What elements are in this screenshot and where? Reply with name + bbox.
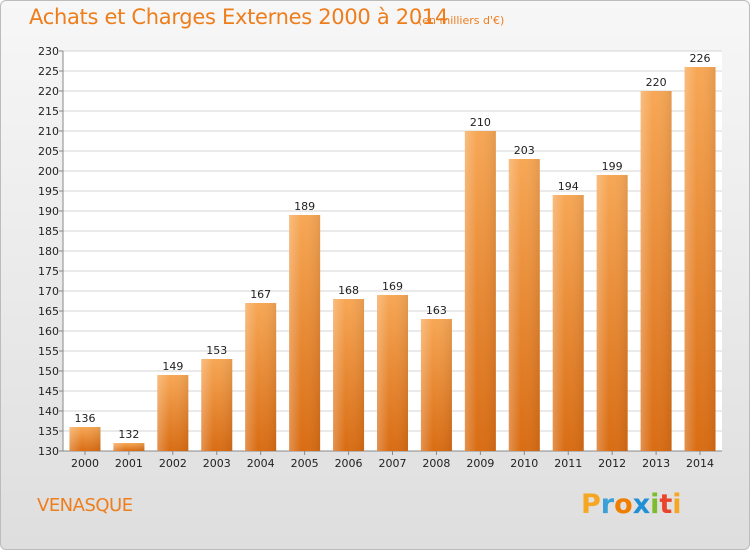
x-tick-label: 2002 xyxy=(159,457,187,470)
y-tick-label: 170 xyxy=(38,285,59,298)
chart-title: Achats et Charges Externes 2000 à 2014 xyxy=(29,5,449,29)
x-axis: 2000 2001 2002 2003 2004 2005 2006 2007 2008 2009… xyxy=(71,451,714,470)
bar-shade xyxy=(333,299,365,451)
proxiti-logo: Proxiti xyxy=(581,489,682,520)
bar-shade xyxy=(377,295,408,451)
x-tick-label: 2001 xyxy=(115,457,143,470)
y-tick-label: 160 xyxy=(38,325,59,338)
city-label: VENASQUE xyxy=(37,495,133,516)
y-tick-label: 155 xyxy=(38,345,59,358)
x-tick-label: 2014 xyxy=(686,457,714,470)
x-tick-label: 2000 xyxy=(71,457,99,470)
bar-shade xyxy=(508,159,540,451)
y-tick-label: 230 xyxy=(38,45,59,58)
x-tick-label: 2009 xyxy=(466,457,494,470)
y-tick-label: 175 xyxy=(38,265,59,278)
value-label: 132 xyxy=(118,428,139,441)
value-label: 169 xyxy=(382,280,403,293)
bar-shade xyxy=(596,175,628,451)
value-label: 203 xyxy=(514,144,535,157)
y-tick-label: 150 xyxy=(38,365,59,378)
x-tick-label: 2004 xyxy=(247,457,275,470)
y-tick-label: 205 xyxy=(38,145,59,158)
y-axis: 130 135 140 145 150 155 160 165 170 175 180 185 190 1… xyxy=(38,45,722,458)
bar-shade xyxy=(552,195,584,451)
x-tick-label: 2003 xyxy=(203,457,231,470)
x-tick-label: 2013 xyxy=(642,457,670,470)
y-tick-label: 135 xyxy=(38,425,59,438)
y-tick-label: 220 xyxy=(38,85,59,98)
value-label: 189 xyxy=(294,200,315,213)
value-label: 153 xyxy=(206,344,227,357)
bar-shade xyxy=(684,67,716,451)
y-tick-label: 165 xyxy=(38,305,59,318)
y-tick-label: 145 xyxy=(38,385,59,398)
bar-shade xyxy=(157,375,189,451)
x-tick-label: 2007 xyxy=(379,457,407,470)
x-tick-label: 2005 xyxy=(291,457,319,470)
y-tick-label: 215 xyxy=(38,105,59,118)
value-label: 136 xyxy=(74,412,95,425)
x-tick-label: 2010 xyxy=(510,457,538,470)
bar-shade xyxy=(640,91,672,451)
y-tick-label: 210 xyxy=(38,125,59,138)
logo-letter: o xyxy=(614,489,633,520)
bar-shade xyxy=(113,443,145,451)
bar-shade xyxy=(420,319,452,451)
x-tick-label: 2011 xyxy=(554,457,582,470)
value-label: 210 xyxy=(470,116,491,129)
y-tick-label: 225 xyxy=(38,65,59,78)
x-tick-label: 2008 xyxy=(422,457,450,470)
x-tick-label: 2006 xyxy=(335,457,363,470)
bar-shade xyxy=(69,427,101,451)
value-label: 149 xyxy=(162,360,183,373)
logo-letter: P xyxy=(581,489,601,520)
y-tick-label: 185 xyxy=(38,225,59,238)
logo-letter: t xyxy=(659,489,673,520)
value-label: 199 xyxy=(602,160,623,173)
value-label: 167 xyxy=(250,288,271,301)
y-tick-label: 200 xyxy=(38,165,59,178)
x-tick-label: 2012 xyxy=(598,457,626,470)
value-label: 168 xyxy=(338,284,359,297)
bars: 136 132 149 153 167 189 168 169 163 210 203 194 199 2… xyxy=(69,52,716,451)
logo-letter: i xyxy=(650,489,660,520)
chart-subtitle: (en milliers d'€) xyxy=(418,14,505,27)
y-tick-label: 180 xyxy=(38,245,59,258)
y-tick-label: 195 xyxy=(38,185,59,198)
y-tick-label: 130 xyxy=(38,445,59,458)
value-label: 220 xyxy=(646,76,667,89)
logo-letter: x xyxy=(632,489,651,520)
bar-shade xyxy=(245,303,277,451)
y-tick-label: 190 xyxy=(38,205,59,218)
logo-letter: i xyxy=(672,489,682,520)
value-label: 163 xyxy=(426,304,447,317)
bar-shade xyxy=(201,359,233,451)
bar-shade xyxy=(464,131,496,451)
logo-letter: r xyxy=(600,489,615,520)
value-label: 194 xyxy=(558,180,579,193)
value-label: 226 xyxy=(690,52,711,65)
y-tick-label: 140 xyxy=(38,405,59,418)
bar-shade xyxy=(289,215,321,451)
